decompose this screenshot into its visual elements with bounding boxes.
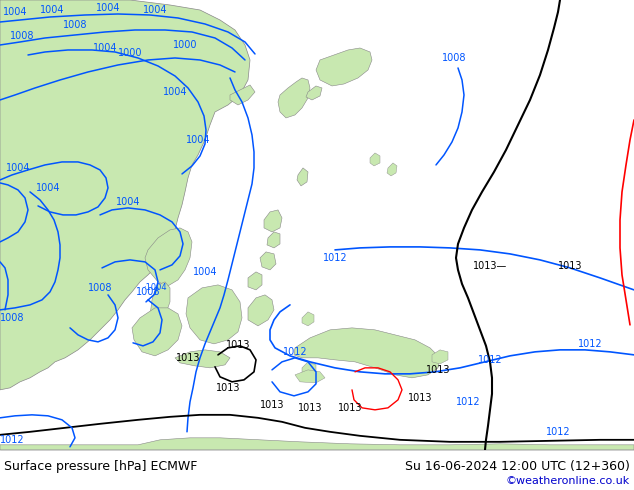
Text: ©weatheronline.co.uk: ©weatheronline.co.uk — [506, 476, 630, 486]
Text: 1004: 1004 — [36, 183, 60, 193]
Text: 1000: 1000 — [118, 48, 142, 58]
Polygon shape — [150, 282, 170, 336]
Text: 1004: 1004 — [3, 7, 27, 17]
Polygon shape — [295, 370, 325, 383]
Polygon shape — [316, 48, 372, 86]
Text: 1012: 1012 — [546, 427, 571, 437]
Polygon shape — [370, 153, 380, 166]
Text: 1013: 1013 — [260, 400, 284, 410]
Text: Surface pressure [hPa] ECMWF: Surface pressure [hPa] ECMWF — [4, 460, 197, 473]
Text: 1013: 1013 — [226, 340, 250, 350]
Text: 1008: 1008 — [87, 283, 112, 293]
Polygon shape — [230, 85, 255, 105]
Text: 1004: 1004 — [93, 43, 117, 53]
Text: 1012: 1012 — [283, 347, 307, 357]
Text: 1013: 1013 — [338, 403, 362, 413]
Text: 1008: 1008 — [136, 287, 160, 297]
Text: 1013—: 1013— — [473, 261, 507, 271]
Text: 1004: 1004 — [40, 5, 64, 15]
Text: 1004: 1004 — [116, 197, 140, 207]
Text: 1013: 1013 — [176, 353, 200, 363]
Polygon shape — [264, 210, 282, 232]
Polygon shape — [278, 78, 310, 118]
Polygon shape — [267, 232, 280, 248]
Polygon shape — [302, 312, 314, 326]
Text: 1013: 1013 — [298, 403, 322, 413]
Text: ·1004: ·1004 — [143, 283, 167, 293]
Polygon shape — [294, 328, 440, 378]
Text: Su 16-06-2024 12:00 UTC (12+360): Su 16-06-2024 12:00 UTC (12+360) — [405, 460, 630, 473]
Polygon shape — [145, 228, 192, 286]
Text: 1004: 1004 — [6, 163, 30, 173]
Polygon shape — [302, 362, 316, 376]
Polygon shape — [0, 0, 250, 390]
Polygon shape — [248, 272, 262, 290]
Text: 1013: 1013 — [558, 261, 582, 271]
Polygon shape — [387, 163, 397, 176]
Polygon shape — [132, 308, 182, 356]
Polygon shape — [306, 86, 322, 100]
Text: 1000: 1000 — [172, 40, 197, 50]
Text: 1008: 1008 — [10, 31, 34, 41]
Text: 1008: 1008 — [442, 53, 466, 63]
Text: 1013: 1013 — [408, 393, 432, 403]
Polygon shape — [248, 295, 274, 326]
Polygon shape — [175, 350, 230, 368]
Text: 1013: 1013 — [216, 383, 240, 393]
Polygon shape — [260, 252, 276, 270]
Text: 1012: 1012 — [477, 355, 502, 365]
Text: 1004: 1004 — [186, 135, 210, 145]
Polygon shape — [0, 438, 634, 450]
Text: 1012: 1012 — [323, 253, 347, 263]
Polygon shape — [297, 168, 308, 186]
Polygon shape — [432, 350, 448, 364]
Text: 1004: 1004 — [96, 3, 120, 13]
Text: 1012: 1012 — [0, 435, 24, 445]
Text: 1013: 1013 — [426, 365, 450, 375]
Text: 1012: 1012 — [456, 397, 481, 407]
Text: 1008: 1008 — [0, 313, 24, 323]
Text: 1008: 1008 — [63, 20, 87, 30]
Text: 1004: 1004 — [193, 267, 217, 277]
Text: 1004: 1004 — [143, 5, 167, 15]
Polygon shape — [186, 285, 242, 344]
Text: 1012: 1012 — [578, 339, 602, 349]
Text: 1004: 1004 — [163, 87, 187, 97]
